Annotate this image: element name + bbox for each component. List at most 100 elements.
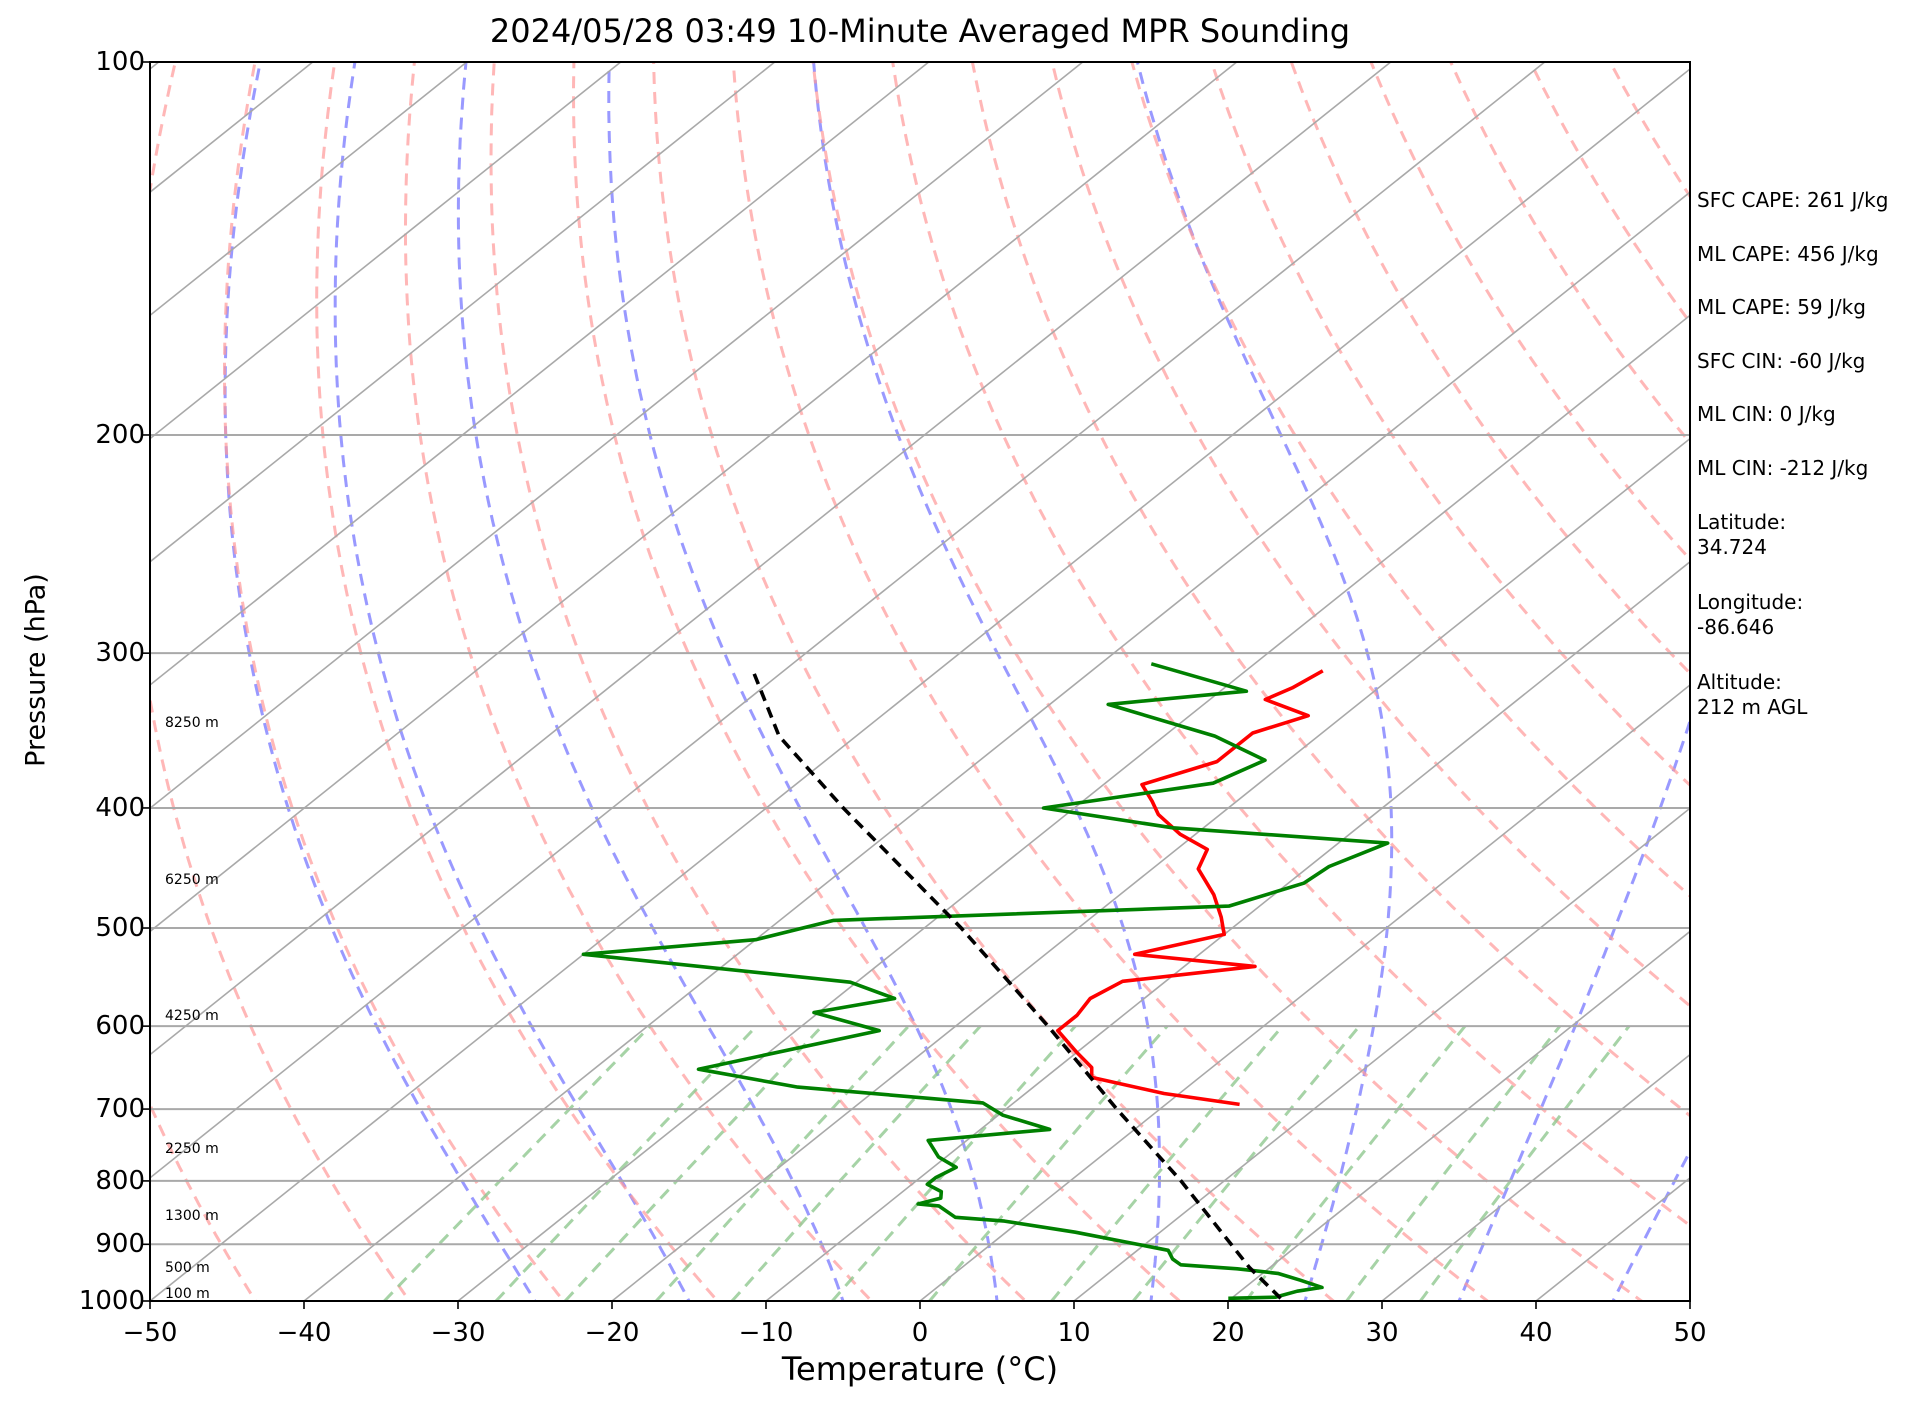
dry-adiabat-line xyxy=(811,62,1645,1301)
mixing-ratio-line xyxy=(1345,1025,1562,1301)
dry-adiabat-line xyxy=(315,62,720,1301)
y-tick-label: 800 xyxy=(95,1165,145,1196)
y-tick-label: 600 xyxy=(95,1011,145,1042)
isotherm-line xyxy=(150,62,1239,933)
isotherm-line xyxy=(302,191,1690,1301)
data-lines xyxy=(581,662,1390,1301)
x-tick-label: 10 xyxy=(1057,1318,1091,1348)
height-label: 1300 m xyxy=(165,1207,219,1224)
isotherm-line xyxy=(456,314,1690,1301)
moist-adiabat-line xyxy=(607,62,999,1301)
isotherm-line xyxy=(150,62,623,440)
x-tick-label: −10 xyxy=(738,1318,794,1348)
x-tick-label: −40 xyxy=(276,1318,332,1348)
sounding-parameter: Altitude: 212 m AGL xyxy=(1697,670,1912,720)
isotherm-line xyxy=(1226,930,1690,1301)
parameter-label: ML CAPE: 59 J/kg xyxy=(1697,295,1866,319)
x-tick-label: −50 xyxy=(122,1318,178,1348)
dry-adiabat-line xyxy=(150,62,412,1301)
sounding-parameter: ML CAPE: 59 J/kg xyxy=(1697,295,1912,320)
height-label: 6250 m xyxy=(165,871,219,888)
isotherm-line xyxy=(150,62,469,317)
y-tick-label: 900 xyxy=(95,1229,145,1260)
parameter-value: 212 m AGL xyxy=(1697,695,1808,719)
moist-adiabat-line xyxy=(223,62,537,1301)
parameter-label: Altitude: xyxy=(1697,670,1782,694)
x-tick-label: −30 xyxy=(430,1318,486,1348)
height-label: 8250 m xyxy=(165,714,219,731)
y-tick-label: 500 xyxy=(95,913,145,944)
parameter-value: -86.646 xyxy=(1697,615,1775,639)
dry-adiabat-line xyxy=(1050,62,1690,1008)
height-label: 2250 m xyxy=(165,1140,219,1157)
isotherm-line xyxy=(150,62,315,194)
sounding-parameter: SFC CAPE: 261 J/kg xyxy=(1697,188,1912,213)
chart-title: 2024/05/28 03:49 10-Minute Averaged MPR … xyxy=(489,12,1351,50)
parameter-label: ML CIN: -212 J/kg xyxy=(1697,456,1869,480)
moist-adiabat-line xyxy=(1457,716,1690,1301)
sounding-parameter: SFC CIN: -60 J/kg xyxy=(1697,349,1912,374)
dry-adiabat-line xyxy=(652,62,1336,1301)
mixing-ratio-line xyxy=(831,1025,1077,1301)
parameter-label: ML CAPE: 456 J/kg xyxy=(1697,242,1879,266)
x-tick-label: 50 xyxy=(1673,1318,1707,1348)
parameter-label: Longitude: xyxy=(1697,590,1804,614)
isotherm-line xyxy=(150,62,931,687)
moist-adiabat-line xyxy=(812,62,1161,1301)
isotherm-line xyxy=(1380,1053,1690,1301)
isotherm-line xyxy=(918,683,1690,1301)
x-axis-label: Temperature (°C) xyxy=(781,1350,1059,1388)
isotherm-line xyxy=(150,62,777,563)
sounding-parameter: ML CIN: -212 J/kg xyxy=(1697,456,1912,481)
isotherm-line xyxy=(150,67,1690,1301)
dry-adiabat-line xyxy=(150,1101,258,1301)
moist-adiabat-line xyxy=(456,62,845,1301)
x-tick-label: 0 xyxy=(911,1318,929,1348)
mixing-ratio-line xyxy=(730,1025,982,1301)
dry-adiabat-line xyxy=(404,62,874,1301)
dry-adiabat-line xyxy=(731,62,1490,1301)
mixing-ratio-line xyxy=(1419,1025,1631,1301)
dry-adiabat-line xyxy=(970,62,1690,1118)
mixing-ratio-line xyxy=(1050,1025,1284,1301)
plot-frame xyxy=(149,61,1691,1302)
y-tick-label: 100 xyxy=(95,47,145,77)
y-tick-label: 300 xyxy=(95,638,145,669)
parcel-path xyxy=(751,670,1282,1300)
dewpoint-profile xyxy=(581,662,1390,1301)
isotherm-line xyxy=(150,62,1085,810)
isotherm-line xyxy=(1072,807,1690,1301)
background-lines xyxy=(150,62,1690,1301)
sounding-parameter: Latitude: 34.724 xyxy=(1697,510,1912,560)
y-tick-label: 700 xyxy=(95,1094,145,1125)
sounding-parameter: Longitude: -86.646 xyxy=(1697,590,1912,640)
sounding-parameter: ML CAPE: 456 J/kg xyxy=(1697,242,1912,267)
x-tick-label: 30 xyxy=(1365,1318,1399,1348)
dry-adiabat-line xyxy=(571,62,1182,1301)
isotherm-line xyxy=(150,62,1547,1179)
y-axis-label: Pressure (hPa) xyxy=(20,573,52,767)
mixing-ratio-line xyxy=(928,1025,1169,1301)
mixing-ratio-line xyxy=(1132,1025,1361,1301)
parameter-label: SFC CAPE: 261 J/kg xyxy=(1697,188,1889,212)
parameter-label: Latitude: xyxy=(1697,510,1787,534)
height-label: 500 m xyxy=(165,1259,210,1276)
sounding-parameter: ML CIN: 0 J/kg xyxy=(1697,402,1912,427)
dry-adiabat-line xyxy=(891,62,1690,1228)
dry-adiabat-line xyxy=(489,62,1028,1301)
parameter-value: 34.724 xyxy=(1697,535,1767,559)
x-tick-label: −20 xyxy=(584,1318,640,1348)
isotherm-line xyxy=(610,437,1690,1301)
pressure-grid xyxy=(150,433,1690,1246)
y-tick-label: 1000 xyxy=(78,1286,145,1316)
height-label: 100 m xyxy=(165,1285,210,1302)
parameter-label: ML CIN: 0 J/kg xyxy=(1697,402,1836,426)
y-tick-label: 200 xyxy=(95,419,145,450)
height-label: 4250 m xyxy=(165,1008,219,1025)
y-tick-label: 400 xyxy=(95,792,145,823)
mixing-ratio-line xyxy=(494,1025,758,1301)
moist-adiabat-line xyxy=(1135,62,1394,1301)
isotherm-line xyxy=(764,560,1690,1301)
parameter-label: SFC CIN: -60 J/kg xyxy=(1697,349,1866,373)
